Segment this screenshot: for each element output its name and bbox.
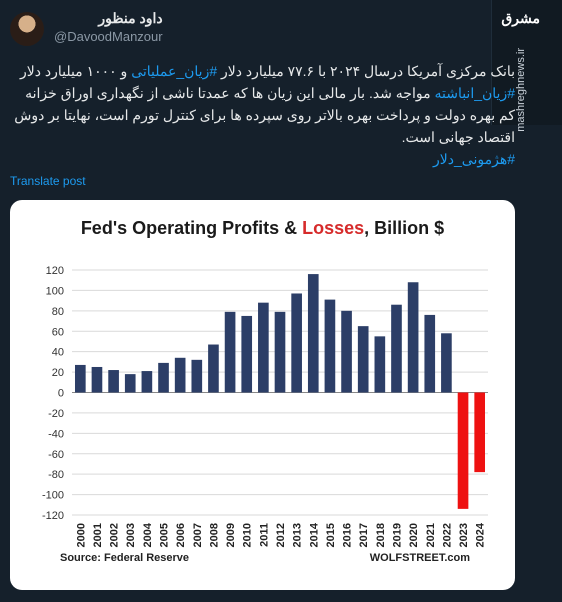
bar-2014 — [307, 274, 319, 393]
bar-2011 — [258, 302, 269, 393]
chart-title-red: Losses — [302, 218, 365, 238]
y-tick-label: 100 — [46, 285, 64, 297]
bar-2009 — [224, 311, 236, 393]
y-tick-label: -120 — [42, 510, 64, 522]
x-tick-label: 2015 — [325, 523, 337, 547]
y-tick-label: -20 — [48, 408, 64, 420]
x-tick-label: 2018 — [375, 523, 387, 547]
y-tick-label: -40 — [48, 428, 64, 440]
x-tick-label: 2010 — [242, 523, 254, 547]
y-tick-label: 80 — [52, 306, 64, 318]
bar-2010 — [241, 315, 253, 393]
x-tick-label: 2019 — [391, 523, 403, 547]
y-tick-label: 60 — [52, 326, 64, 338]
y-tick-label: 40 — [52, 347, 64, 359]
bar-2005 — [158, 362, 169, 393]
bar-2022 — [441, 333, 452, 393]
hashtag-link[interactable]: #زیان_انباشته — [434, 85, 515, 101]
bar-2007 — [191, 359, 203, 393]
translate-post-link[interactable]: Translate post — [10, 174, 86, 188]
y-tick-label: 0 — [58, 388, 64, 400]
chart-title-suffix: , Billion $ — [364, 218, 445, 238]
author-info[interactable]: داود منظور @DavoodManzour — [54, 10, 163, 44]
hashtag-link[interactable]: #زیان_عملیاتی — [131, 63, 218, 79]
x-tick-label: 2001 — [92, 523, 104, 547]
x-tick-label: 2013 — [292, 523, 304, 547]
x-tick-label: 2005 — [159, 523, 171, 547]
chart-image[interactable]: Fed's Operating Profits & Losses, Billio… — [10, 200, 515, 590]
y-tick-label: 120 — [46, 265, 64, 277]
x-tick-label: 2011 — [258, 523, 270, 547]
y-tick-label: -80 — [48, 469, 64, 481]
bar-2008 — [208, 344, 219, 393]
post-header: داود منظور @DavoodManzour — [10, 10, 450, 50]
bar-2020 — [407, 282, 419, 393]
bar-2024 — [474, 392, 486, 473]
x-tick-label: 2009 — [225, 523, 237, 547]
bar-2017 — [357, 326, 369, 393]
avatar[interactable] — [10, 12, 44, 46]
bar-2021 — [424, 314, 436, 393]
x-tick-label: 2007 — [192, 523, 204, 547]
bar-2006 — [174, 357, 186, 393]
chart-title: Fed's Operating Profits & Losses, Billio… — [10, 218, 515, 239]
brand-logo: مشرق — [501, 10, 540, 26]
y-tick-label: 20 — [52, 367, 64, 379]
bar-2004 — [141, 371, 153, 393]
chart-title-prefix: Fed's Operating Profits & — [80, 218, 303, 238]
bar-2023 — [457, 392, 469, 509]
display-name[interactable]: داود منظور — [98, 10, 163, 26]
post-text-segment: مواجه شد. بار مالی این زیان ها که عمدتا … — [14, 85, 515, 145]
bar-2019 — [391, 304, 402, 393]
x-tick-label: 2017 — [358, 523, 370, 547]
bar-2002 — [108, 370, 119, 393]
x-tick-label: 2016 — [342, 523, 354, 547]
bar-2015 — [324, 299, 336, 393]
brand-url: mashreghnews.ir — [515, 48, 527, 132]
x-tick-label: 2004 — [142, 522, 154, 547]
brand-strip: مشرق mashreghnews.ir — [491, 0, 562, 132]
x-tick-label: 2003 — [125, 523, 137, 547]
post-text: بانک مرکزی آمریکا درسال ۲۰۲۴ با ۷۷.۶ میل… — [10, 60, 515, 170]
x-tick-label: 2000 — [75, 523, 87, 547]
bar-2000 — [74, 364, 86, 393]
post-text-segment: بانک مرکزی آمریکا درسال ۲۰۲۴ با ۷۷.۶ میل… — [217, 63, 515, 79]
bar-2013 — [291, 293, 302, 393]
x-tick-label: 2022 — [441, 523, 453, 547]
bar-2012 — [274, 311, 286, 393]
hashtag-link[interactable]: #هژمونی_دلار — [433, 151, 515, 167]
chart-source: Source: Federal Reserve — [60, 552, 190, 564]
y-tick-label: -60 — [48, 449, 64, 461]
bar-2001 — [91, 366, 103, 393]
y-tick-label: -100 — [42, 490, 64, 502]
post-text-segment: و ۱۰۰۰ میلیارد دلار — [19, 63, 132, 79]
bar-2016 — [341, 310, 352, 393]
bar-2003 — [124, 374, 136, 393]
chart-credit: WOLFSTREET.com — [369, 552, 470, 564]
x-tick-label: 2021 — [425, 523, 437, 547]
x-tick-label: 2002 — [109, 523, 121, 547]
x-tick-label: 2014 — [308, 522, 320, 547]
x-tick-label: 2023 — [458, 523, 470, 547]
x-tick-label: 2006 — [175, 523, 187, 547]
bar-chart: -120 -100 -80 -60 -40 -20 0 20 40 60 80 100 120 2000 2… — [42, 265, 488, 547]
author-handle[interactable]: @DavoodManzour — [54, 29, 163, 44]
x-tick-label: 2012 — [275, 523, 287, 547]
x-tick-label: 2020 — [408, 523, 420, 547]
x-tick-label: 2024 — [475, 522, 487, 547]
bar-2018 — [374, 336, 386, 393]
x-tick-label: 2008 — [208, 523, 220, 547]
